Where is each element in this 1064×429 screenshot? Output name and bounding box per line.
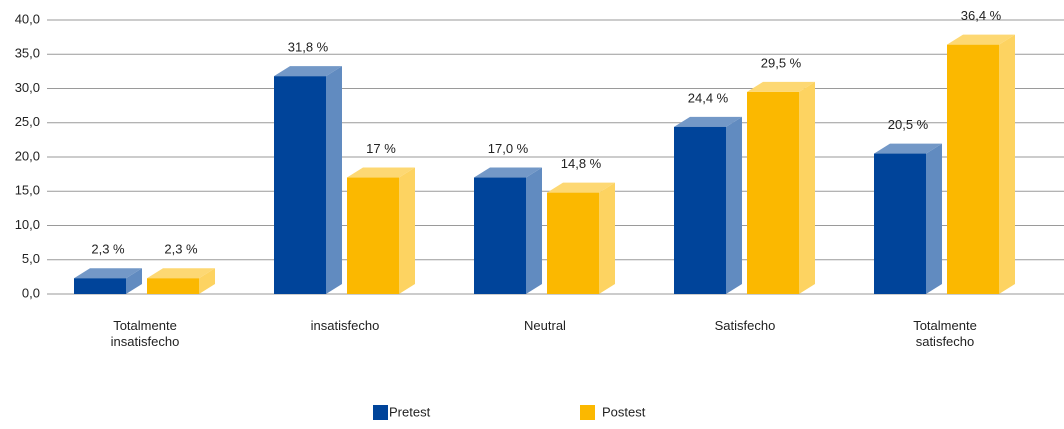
bar [947,34,1015,294]
bar-top [274,66,342,77]
bar-front [274,76,326,294]
bar-side [399,167,415,294]
x-tick-label: insatisfecho [310,318,380,333]
x-tick-label: Satisfecho [714,318,776,333]
legend-label: Postest [602,404,646,419]
value-label: 29,5 % [761,55,802,70]
y-tick-label: 10,0 [15,217,40,232]
bar-top [474,167,542,178]
x-tick-label: Neutral [524,318,566,333]
bar-side [199,268,215,294]
bar-front [74,278,126,294]
bar [274,66,342,294]
bar-front [947,44,999,294]
bar-side [799,81,815,294]
bar-side [926,143,942,294]
bar [674,116,742,294]
bar [747,81,815,294]
value-label: 2,3 % [164,242,198,257]
bar-side [726,116,742,294]
bar-side [326,66,342,294]
bar-top [74,268,142,279]
value-label: 31,8 % [288,40,329,55]
bar-side [526,167,542,294]
y-tick-label: 20,0 [15,148,40,163]
bar-front [874,153,926,294]
bar [347,167,415,294]
bar-top [347,167,415,178]
bar-side [999,34,1015,294]
y-tick-label: 15,0 [15,183,40,198]
bar [547,182,615,294]
value-label: 14,8 % [561,156,602,171]
bar-front [674,126,726,294]
value-label: 20,5 % [888,117,929,132]
bar-front [147,278,199,294]
legend-swatch [373,405,388,420]
value-label: 17,0 % [488,141,529,156]
bar-top [747,81,815,92]
y-tick-label: 0,0 [22,285,40,300]
bar-top [147,268,215,279]
value-label: 36,4 % [961,8,1002,23]
legend-label: Pretest [389,404,431,419]
legend-swatch [580,405,595,420]
bar-front [747,91,799,294]
bar-side [126,268,142,294]
x-tick-label: Totalmente insatisfecho [110,318,180,349]
bar [874,143,942,294]
value-label: 2,3 % [91,242,125,257]
bar-front [474,177,526,294]
y-tick-label: 5,0 [22,251,40,266]
bar-top [874,143,942,154]
bar-top [674,116,742,127]
bar-top [947,34,1015,45]
bar-front [547,192,599,294]
x-tick-label: Totalmente satisfecho [913,318,977,349]
value-label: 24,4 % [688,90,729,105]
bar-front [347,177,399,294]
bar [74,268,142,294]
bar [147,268,215,294]
y-tick-label: 25,0 [15,114,40,129]
y-tick-label: 35,0 [15,46,40,61]
bar-side [599,182,615,294]
bar [474,167,542,294]
y-tick-label: 30,0 [15,80,40,95]
y-tick-label: 40,0 [15,11,40,26]
value-label: 17 % [366,141,396,156]
bar-top [547,182,615,193]
